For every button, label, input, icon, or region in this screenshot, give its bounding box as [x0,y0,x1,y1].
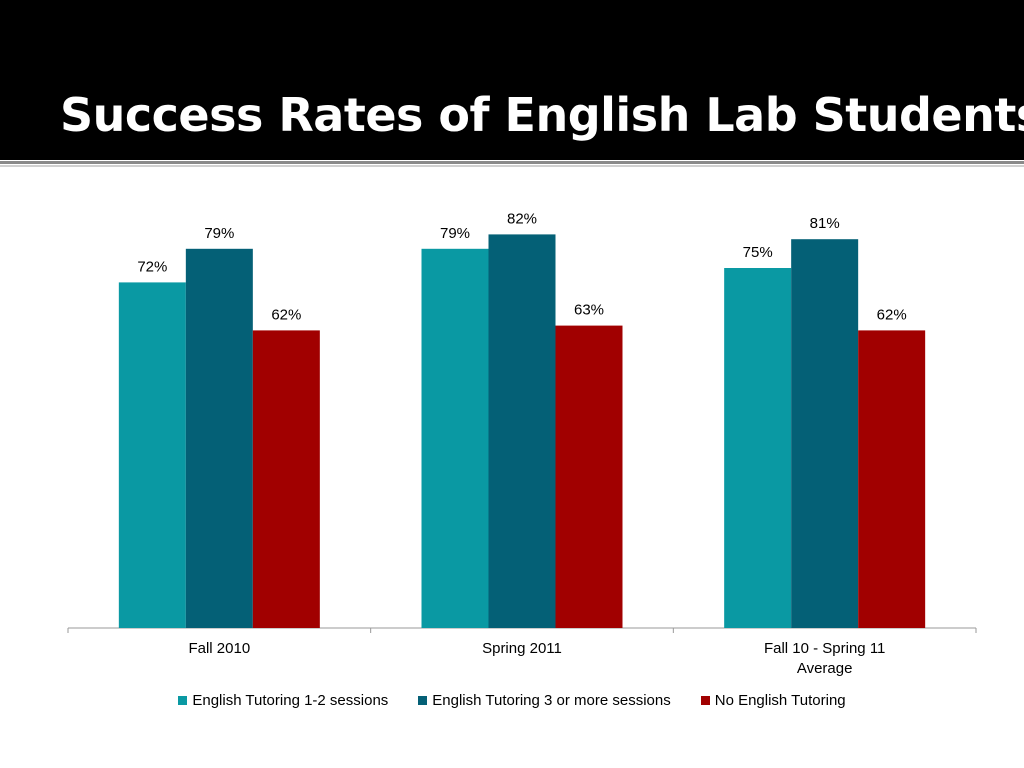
chart-legend: English Tutoring 1-2 sessions English Tut… [0,692,1024,709]
bar [724,268,792,628]
legend-swatch [418,696,428,705]
legend-swatch [700,696,710,705]
data-label: 72% [137,258,167,275]
legend-item: No English Tutoring [700,692,846,709]
data-label: 81% [810,215,840,232]
legend-label: English Tutoring 1-2 sessions [192,692,389,709]
x-tick-label: Average [797,660,853,677]
bar [488,234,556,628]
data-label: 63% [574,302,604,319]
legend-label: No English Tutoring [714,692,846,709]
data-label: 62% [271,306,301,323]
bar [791,239,859,628]
x-tick-label: Spring 2011 [482,640,562,657]
bar [185,248,253,629]
slide-title: Success Rates of English Lab Students [60,88,1024,142]
legend-item: English Tutoring 1-2 sessions [178,692,388,709]
title-divider [0,161,1024,164]
legend-label: English Tutoring 3 or more sessions [432,692,671,709]
bar [421,248,489,629]
x-tick-label: Fall 2010 [188,640,250,657]
data-label: 82% [507,210,537,227]
x-tick-label: Fall 10 - Spring 11 [764,640,885,657]
data-label: 75% [743,244,773,261]
bar [252,330,320,628]
bar [555,325,623,628]
bar [118,282,186,628]
title-bar: Success Rates of English Lab Students [0,0,1024,160]
bar [858,330,926,628]
data-label: 79% [440,225,470,242]
data-label: 62% [877,306,907,323]
legend-swatch [178,696,188,705]
data-label: 79% [204,225,234,242]
title-divider-light [0,165,1024,167]
legend-item: English Tutoring 3 or more sessions [418,692,671,709]
